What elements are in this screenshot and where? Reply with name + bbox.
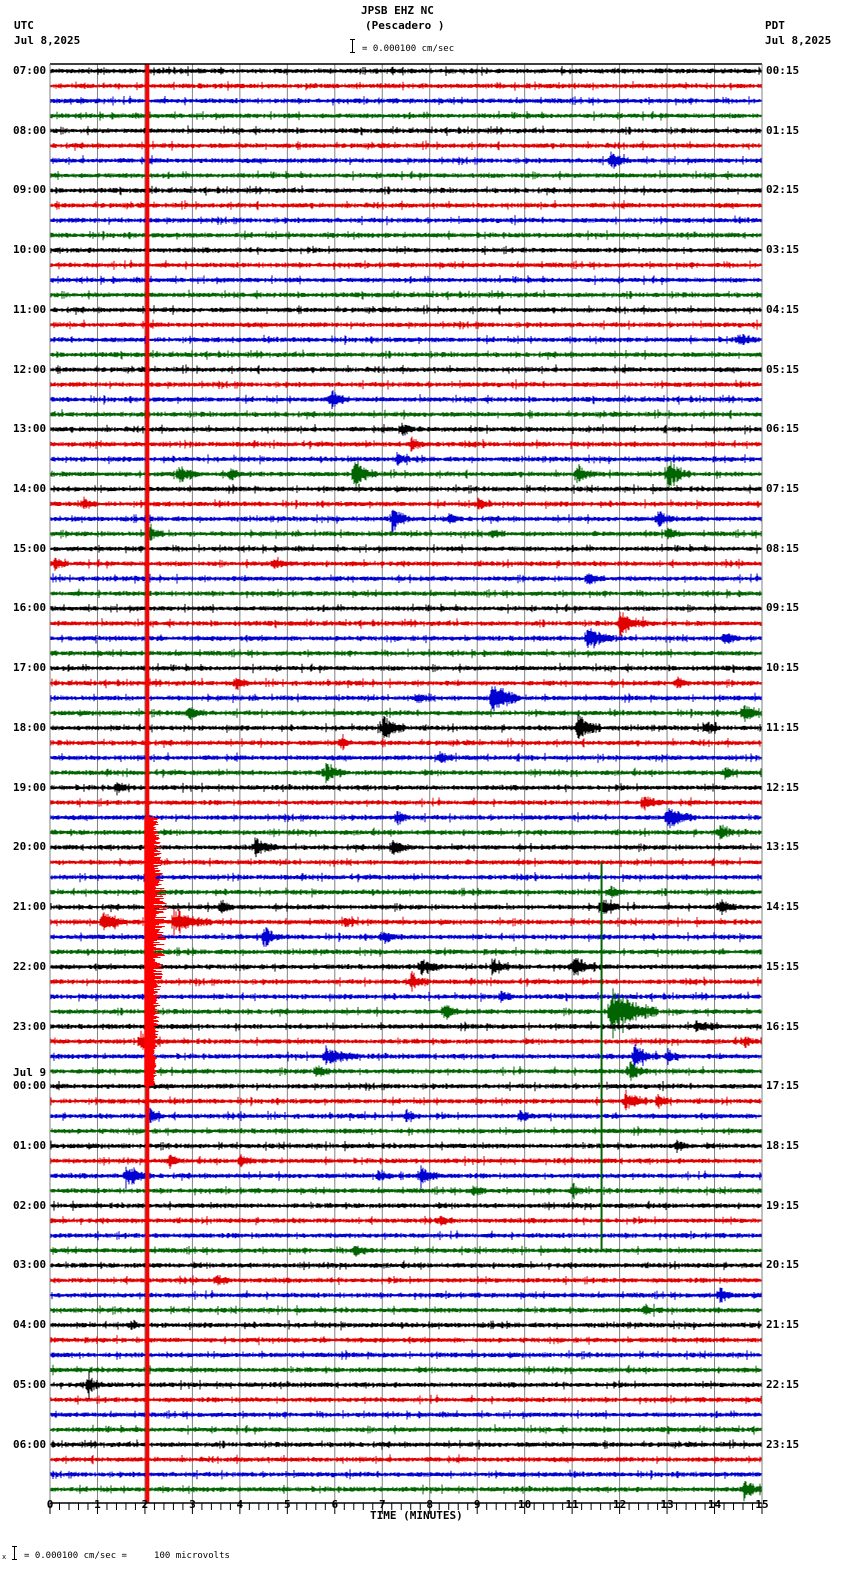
pdt-hour-label: 15:15 [766, 959, 800, 973]
x-tick-label: 14 [707, 1498, 722, 1511]
station-title: JPSB EHZ NC [361, 4, 434, 17]
utc-hour-label: 14:00 [13, 482, 47, 496]
pdt-hour-label: 22:15 [766, 1377, 800, 1391]
utc-hour-label: 02:00 [13, 1198, 47, 1212]
date-change-label: Jul 9 [13, 1066, 47, 1080]
pdt-hour-label: 13:15 [766, 840, 800, 854]
x-tick-label: 12 [612, 1498, 627, 1511]
utc-hour-label: 22:00 [13, 959, 47, 973]
utc-hour-label: 13:00 [13, 422, 47, 436]
pdt-hour-label: 18:15 [766, 1138, 800, 1152]
x-tick-label: 15 [755, 1498, 769, 1511]
utc-hour-label: 10:00 [13, 243, 47, 257]
x-tick-label: 9 [473, 1498, 481, 1511]
utc-hour-label: 20:00 [13, 840, 47, 854]
utc-hour-label: 12:00 [13, 362, 47, 376]
pdt-hour-label: 17:15 [766, 1079, 800, 1093]
right-date: Jul 8,2025 [765, 34, 832, 47]
utc-hour-label: 19:00 [13, 780, 47, 794]
left-date: Jul 8,2025 [14, 34, 81, 47]
x-tick-label: 4 [236, 1498, 244, 1511]
utc-hour-label: 15:00 [13, 541, 47, 555]
pdt-hour-label: 19:15 [766, 1198, 800, 1212]
right-timezone: PDT [765, 19, 785, 32]
x-tick-label: 1 [94, 1498, 101, 1511]
pdt-hour-label: 10:15 [766, 661, 800, 675]
pdt-hour-label: 07:15 [766, 482, 800, 496]
pdt-hour-label: 00:15 [766, 64, 800, 77]
pdt-hour-label: 12:15 [766, 780, 800, 794]
pdt-hour-label: 01:15 [766, 123, 800, 137]
utc-hour-label: 00:00 [13, 1079, 47, 1093]
pdt-hour-label: 11:15 [766, 720, 800, 734]
scale-text: = 0.000100 cm/sec [362, 44, 455, 54]
pdt-hour-label: 16:15 [766, 1019, 800, 1033]
minute-gridlines [49, 64, 763, 1503]
footer-scale-bar-icon [12, 1546, 17, 1560]
x-tick-label: 10 [518, 1498, 532, 1511]
pdt-hour-label: 20:15 [766, 1258, 800, 1272]
x-tick-label: 8 [426, 1498, 434, 1511]
x-tick-label: 6 [331, 1498, 339, 1511]
persistent-red-signal [144, 64, 603, 1503]
utc-hour-label: 07:00 [13, 64, 47, 77]
x-axis [49, 1503, 763, 1514]
x-tick-label: 11 [565, 1498, 579, 1511]
x-tick-label: 2 [141, 1498, 149, 1511]
pdt-hour-label: 14:15 [766, 900, 800, 914]
pdt-hour-label: 04:15 [766, 302, 800, 316]
x-tick-label: 3 [189, 1498, 196, 1511]
left-timezone: UTC [14, 19, 34, 32]
scale-bar-icon [350, 39, 355, 53]
station-location: (Pescadero ) [365, 19, 445, 32]
utc-hour-label: 11:00 [13, 302, 47, 316]
footer-scale-marker: x [2, 1553, 7, 1561]
utc-hour-label: 17:00 [13, 661, 47, 675]
footer-scale-text: = 0.000100 cm/sec = 100 microvolts [24, 1551, 230, 1561]
utc-hour-label: 08:00 [13, 123, 47, 137]
plot-frame [49, 63, 763, 1504]
x-tick-label: 0 [46, 1498, 54, 1511]
pdt-hour-label: 05:15 [766, 362, 800, 376]
pdt-hour-label: 21:15 [766, 1318, 800, 1332]
utc-hour-label: 04:00 [13, 1318, 47, 1332]
pdt-hour-label: 09:15 [766, 601, 800, 615]
utc-hour-label: 23:00 [13, 1019, 47, 1033]
utc-hour-label: 05:00 [13, 1377, 47, 1391]
x-tick-label: 13 [660, 1498, 674, 1511]
x-tick-label: 5 [284, 1498, 291, 1511]
pdt-hour-label: 06:15 [766, 422, 800, 436]
utc-hour-label: 01:00 [13, 1138, 47, 1152]
pdt-hour-label: 02:15 [766, 183, 800, 197]
x-axis-title: TIME (MINUTES) [370, 1509, 463, 1522]
utc-hour-label: 09:00 [13, 183, 47, 197]
x-tick-label: 7 [378, 1498, 386, 1511]
utc-hour-label: 21:00 [13, 900, 47, 914]
utc-hour-label: 18:00 [13, 720, 47, 734]
seismic-traces [49, 66, 763, 1502]
pdt-hour-label: 23:15 [766, 1437, 800, 1451]
pdt-hour-label: 08:15 [766, 541, 800, 555]
utc-hour-label: 06:00 [13, 1437, 47, 1451]
utc-hour-label: 03:00 [13, 1258, 47, 1272]
utc-hour-label: 16:00 [13, 601, 47, 615]
pdt-hour-label: 03:15 [766, 243, 800, 257]
